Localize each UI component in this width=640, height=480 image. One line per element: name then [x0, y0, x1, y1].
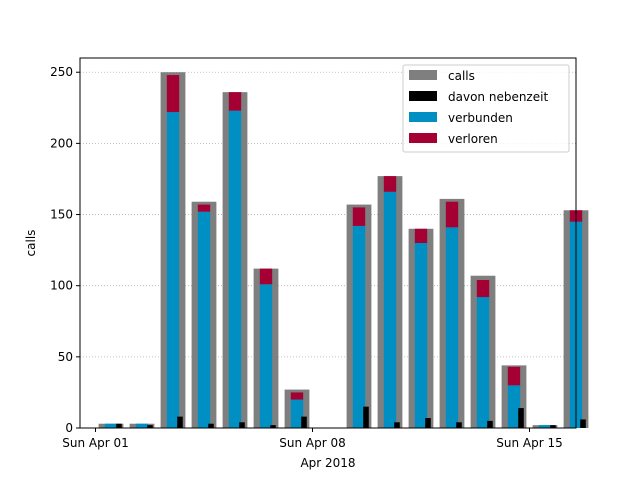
bar-davon-nebenzeit [456, 422, 462, 428]
bar-verloren [507, 366, 521, 386]
bar-verbunden [507, 385, 521, 428]
bar-verbunden [135, 423, 149, 428]
bar-verloren [476, 280, 490, 298]
legend-label: davon nebenzeit [448, 90, 548, 104]
x-tick-label: Sun Apr 01 [62, 436, 129, 450]
bar-davon-nebenzeit [147, 425, 153, 428]
bar-verbunden [290, 399, 304, 428]
bar-davon-nebenzeit [301, 416, 307, 428]
bar-davon-nebenzeit [177, 416, 183, 428]
bar-davon-nebenzeit [580, 419, 586, 428]
legend: calls davon nebenzeit verbunden verloren [402, 64, 570, 153]
legend-swatch [409, 112, 437, 122]
legend-label: verbunden [448, 111, 513, 125]
legend-swatch [409, 70, 437, 80]
y-axis-label: calls [24, 230, 38, 257]
y-tick-label: 150 [50, 208, 73, 222]
bar-verbunden [414, 243, 428, 428]
bar-verloren [290, 392, 304, 400]
bars [98, 72, 589, 429]
bar-davon-nebenzeit [208, 423, 214, 428]
bar-verloren [445, 201, 459, 228]
bar-davon-nebenzeit [518, 408, 524, 428]
bar-verbunden [383, 191, 397, 428]
bar-verloren [166, 75, 180, 113]
x-axis-label: Apr 2018 [300, 456, 355, 470]
bar-verloren [383, 176, 397, 192]
legend-swatch [409, 91, 437, 101]
bar-verbunden [538, 425, 552, 428]
bar-verloren [228, 92, 242, 111]
bar-davon-nebenzeit [363, 406, 369, 428]
bar-verloren [414, 228, 428, 243]
y-tick-label: 250 [50, 65, 73, 79]
x-tick-label: Sun Apr 15 [496, 436, 563, 450]
bar-davon-nebenzeit [394, 422, 400, 428]
bar-verloren [259, 268, 273, 285]
bar-verbunden [104, 423, 118, 428]
bar-davon-nebenzeit [487, 420, 493, 428]
y-tick-label: 50 [58, 350, 73, 364]
bar-davon-nebenzeit [550, 425, 556, 428]
axes: 0 50 100 150 200 250 Sun Apr 01 Sun Apr 08 Sun A… [50, 65, 563, 450]
bar-verbunden [259, 284, 273, 428]
bar-davon-nebenzeit [116, 423, 122, 428]
x-tick-label: Sun Apr 08 [279, 436, 346, 450]
bar-verbunden [166, 112, 180, 429]
y-tick-label: 0 [65, 421, 73, 435]
legend-label: calls [448, 69, 475, 83]
bar-verbunden [476, 297, 490, 428]
bar-verloren [352, 207, 366, 226]
y-tick-label: 200 [50, 136, 73, 150]
bar-davon-nebenzeit [239, 422, 245, 428]
bar-davon-nebenzeit [425, 418, 431, 428]
legend-label: verloren [448, 132, 498, 146]
legend-box [402, 64, 570, 153]
legend-swatch [409, 133, 437, 143]
bar-verbunden [197, 211, 211, 428]
bar-davon-nebenzeit [270, 425, 276, 428]
bar-verbunden [352, 225, 366, 428]
bar-verloren [197, 204, 211, 212]
y-tick-label: 100 [50, 279, 73, 293]
bar-verbunden [228, 110, 242, 429]
plot-frame [79, 57, 577, 429]
bar-verbunden [445, 227, 459, 428]
